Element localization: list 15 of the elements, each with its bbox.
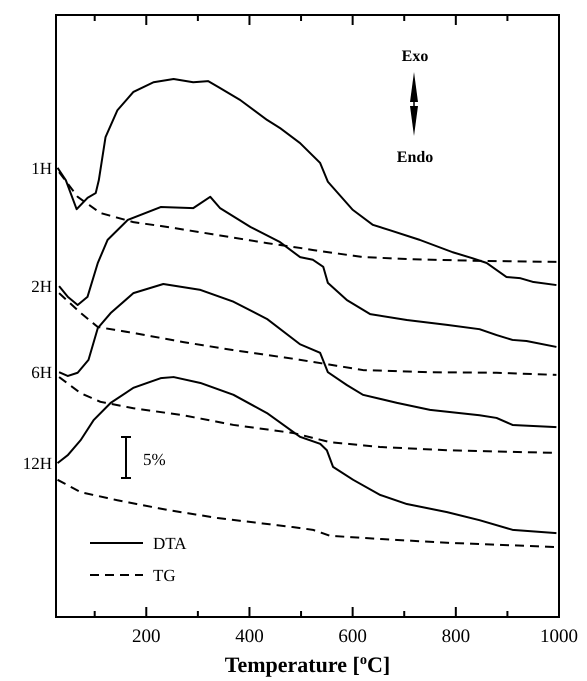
series-label: 6H (31, 363, 52, 382)
series-label: 12H (22, 454, 52, 474)
annotation: TG (153, 566, 176, 585)
series-label: 1H (31, 158, 52, 178)
annotation: Endo (396, 149, 434, 166)
annotation: 5% (143, 450, 166, 469)
x-tick-label: 200 (132, 626, 161, 647)
x-tick-label: 600 (338, 626, 367, 647)
text: Exo (402, 48, 428, 65)
x-axis-title: Temperature [$^{o}$C] (224, 652, 390, 677)
annotation: DTA (153, 534, 188, 553)
x-tick-label: 800 (442, 626, 470, 647)
x-tick-label: 1000 (540, 626, 578, 647)
x-tick-label: 400 (235, 626, 264, 647)
series-label: 2H (31, 277, 52, 296)
